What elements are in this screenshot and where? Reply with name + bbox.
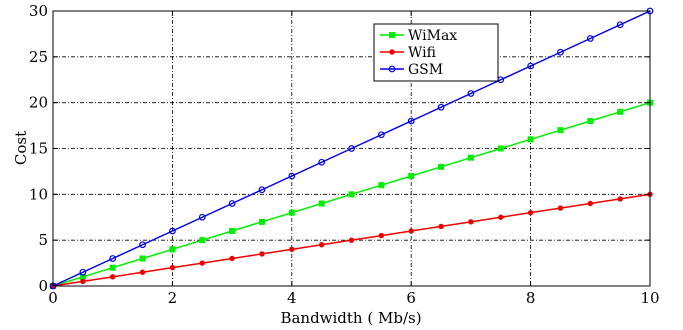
data-point-wifi — [468, 219, 474, 225]
data-point-gsm — [228, 200, 236, 207]
y-axis-title: Cost — [12, 131, 30, 165]
data-point-wimax — [169, 246, 176, 253]
axis-ticks: 0 2 4 6 8 10 0 5 10 15 20 25 30 — [29, 2, 660, 307]
data-point-gsm — [407, 117, 415, 125]
data-point-wifi — [348, 237, 355, 243]
legend-label-wimax: WiMax — [408, 28, 457, 44]
data-point-gsm — [377, 131, 385, 139]
data-point-wifi — [438, 223, 444, 230]
data-point-wifi — [139, 269, 146, 275]
data-point-gsm — [467, 90, 475, 97]
data-point-gsm — [557, 48, 564, 56]
data-point-wimax — [288, 209, 295, 216]
legend-label-wifi: Wifi — [408, 45, 437, 61]
data-point-gsm — [258, 186, 266, 194]
y-tick-label: 30 — [29, 2, 48, 20]
y-tick-label: 0 — [38, 277, 48, 295]
data-point-wimax — [229, 228, 236, 234]
data-point-gsm — [616, 21, 624, 29]
data-point-gsm — [318, 158, 326, 166]
data-point-gsm — [139, 241, 146, 249]
y-tick-label: 20 — [29, 94, 48, 112]
data-point-gsm — [437, 103, 445, 111]
data-point-wimax — [318, 200, 325, 207]
data-point-wifi — [617, 196, 623, 202]
data-point-wimax — [139, 255, 146, 262]
data-point-gsm — [527, 62, 534, 70]
x-tick-label: 10 — [640, 289, 659, 307]
data-point-gsm — [79, 268, 87, 276]
x-tick-label: 8 — [526, 289, 536, 307]
y-tick-label: 5 — [38, 231, 48, 249]
data-point-gsm — [348, 145, 355, 152]
data-point-wimax — [587, 118, 594, 124]
legend-label-gsm: GSM — [408, 62, 443, 78]
data-point-wimax — [348, 191, 355, 198]
data-point-gsm — [586, 35, 594, 42]
data-point-wifi — [259, 251, 265, 257]
data-point-wifi — [318, 242, 325, 248]
data-point-wimax — [408, 173, 415, 179]
data-point-gsm — [168, 227, 176, 235]
data-point-wimax — [527, 136, 534, 143]
data-point-wifi — [80, 278, 86, 285]
data-point-wimax — [617, 108, 624, 115]
x-tick-label: 0 — [48, 289, 58, 307]
y-tick-label: 25 — [29, 48, 48, 66]
x-axis-title: Bandwidth ( Mb/s) — [280, 309, 421, 327]
legend-marker-gsm — [388, 65, 396, 73]
series-group — [49, 7, 654, 290]
y-tick-label: 10 — [29, 185, 48, 203]
data-point-wifi — [378, 232, 385, 239]
legend-marker-wifi — [389, 49, 395, 55]
data-point-wimax — [438, 163, 445, 170]
data-point-wifi — [527, 209, 534, 216]
data-point-wimax — [497, 145, 504, 152]
series-wifi — [50, 191, 653, 289]
data-point-wifi — [169, 264, 176, 271]
data-point-wifi — [587, 200, 593, 207]
data-point-wifi — [199, 260, 205, 266]
data-point-gsm — [288, 172, 296, 180]
data-point-wimax — [557, 127, 564, 134]
data-point-wifi — [408, 228, 414, 234]
series-line-gsm — [52, 10, 651, 287]
data-point-wifi — [110, 274, 116, 280]
x-tick-label: 6 — [406, 289, 416, 307]
legend-marker-wimax — [389, 32, 395, 38]
data-point-wifi — [289, 246, 295, 253]
data-point-gsm — [198, 213, 206, 221]
data-point-wimax — [258, 218, 265, 225]
data-point-wifi — [498, 214, 504, 220]
data-point-wifi — [229, 255, 235, 262]
x-tick-label: 2 — [168, 289, 178, 307]
data-point-wimax — [199, 237, 206, 244]
x-tick-label: 4 — [287, 289, 297, 307]
y-tick-label: 15 — [29, 140, 48, 158]
data-point-wimax — [467, 154, 474, 161]
data-point-wimax — [378, 182, 385, 189]
data-point-gsm — [109, 255, 117, 262]
data-point-wimax — [109, 264, 116, 271]
data-point-wifi — [557, 205, 564, 211]
